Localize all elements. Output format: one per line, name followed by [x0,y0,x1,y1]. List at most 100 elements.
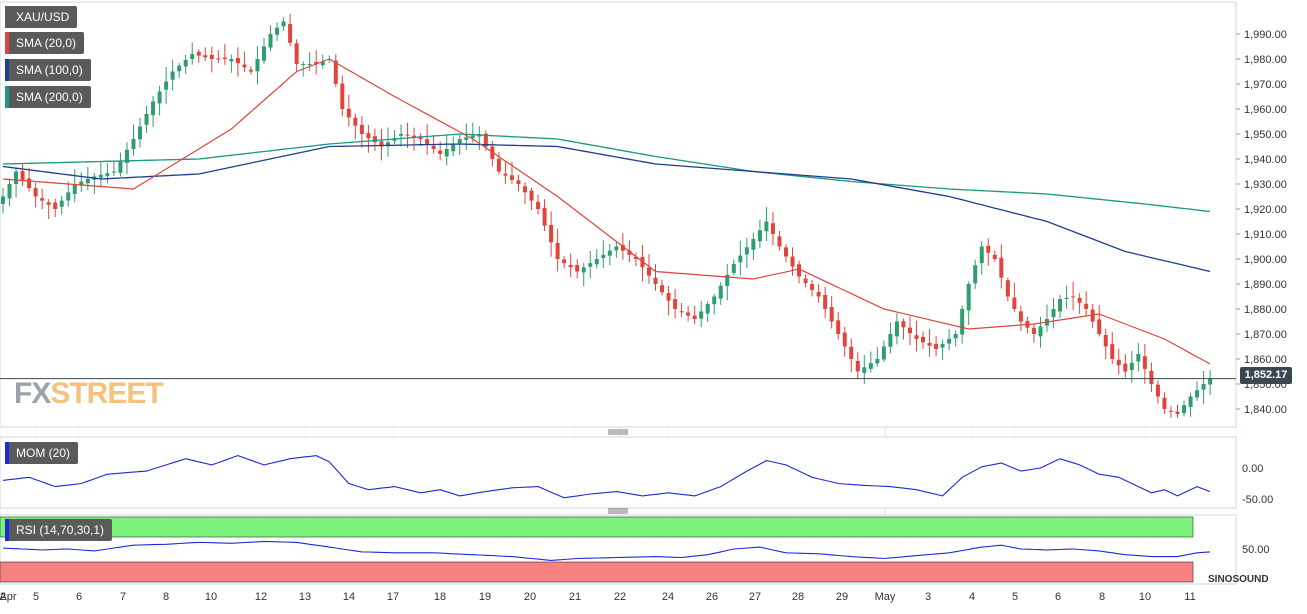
candle-body [1155,384,1160,397]
last-price-tag: 1,852.17 [1240,367,1292,384]
candle-body [803,278,808,284]
candle-body [294,43,299,64]
x-tick-label: May [875,591,896,603]
candle-body [862,367,867,373]
price-tick-label: 1,880.00 [1244,304,1287,316]
candle-body [346,108,351,118]
candle-body [816,291,821,297]
sinosound-logo: SINOSOUND [1208,574,1269,585]
candle-body [372,136,377,143]
candle-body [784,247,788,257]
mom-label[interactable]: MOM (20) [5,442,78,464]
candle-body [66,192,71,201]
candle-body [40,198,45,201]
candle-body [581,267,586,273]
candle-body [1058,299,1063,312]
price-tick-label: 1,870.00 [1244,329,1287,341]
candle-body [516,180,521,184]
candle-body [1195,390,1200,398]
sma100-label[interactable]: SMA (100,0) [5,59,91,81]
candle-body [607,250,612,256]
candle-body [588,263,593,267]
candle-body [1110,344,1115,359]
candle-body [699,311,704,319]
x-tick-label: 19 [479,591,491,603]
symbol-label[interactable]: XAU/USD [5,6,78,28]
candle-body [1116,359,1121,366]
candle-body [229,59,234,62]
price-tick-label: 1,990.00 [1244,29,1287,41]
candle-body [366,133,371,139]
candle-body [320,61,325,66]
candle-body [523,186,527,193]
candle-body [457,139,462,144]
sma200-label[interactable]: SMA (200,0) [5,86,91,108]
price-pane [0,1,1237,428]
candle-body [529,190,534,201]
candle-body [725,274,730,287]
candle-body [33,188,38,197]
candle-body [686,312,691,316]
candle-body [138,126,143,140]
candle-body [757,230,762,242]
candle-body [1182,405,1187,414]
candle-body [275,27,280,35]
candle-body [770,223,775,234]
x-tick-label: 13 [299,591,311,603]
candle-body [868,363,873,369]
candle-body [718,285,723,299]
sma20-label[interactable]: SMA (20,0) [5,32,85,54]
candle-body [268,34,273,48]
candle-body [79,181,84,186]
price-tick-label: 1,920.00 [1244,204,1287,216]
candle-body [20,171,25,180]
x-tick-label: 11 [1184,591,1195,603]
candle-body [85,179,90,184]
candle-body [98,174,103,178]
candle-body [248,69,253,72]
x-tick-label: 29 [836,591,848,603]
x-tick-label: 10 [1139,591,1151,603]
candle-body [575,265,580,272]
candle-body [1,196,5,204]
sma20-line [2,58,1211,365]
candle-body [627,250,632,255]
candle-body [666,293,671,301]
candle-body [1051,309,1056,318]
rsi-label[interactable]: RSI (14,70,30,1) [5,519,113,541]
candle-body [1149,370,1154,384]
candle-body [1103,334,1108,347]
x-tick-label: 6 [1055,591,1061,603]
candle-body [653,277,658,284]
price-tick-label: 1,980.00 [1244,54,1287,66]
candle-body [157,91,162,104]
candle-body [379,141,384,147]
candle-body [823,294,828,309]
candle-body [536,201,541,209]
candle-body [281,21,286,27]
candle-body [731,264,736,273]
price-tick-label: 1,890.00 [1244,279,1287,291]
candle-body [509,175,514,180]
candle-body [431,145,436,149]
sma100-line [2,143,1211,273]
candle-body [353,117,358,126]
candle-body [1064,297,1069,299]
x-tick-label: 12 [255,591,267,603]
candle-body [1097,319,1102,334]
candle-body [1012,297,1017,309]
x-tick-label: Apr [0,591,17,603]
candle-body [72,184,77,194]
x-tick-label: 27 [749,591,761,603]
candle-body [594,259,599,265]
candle-body [973,265,978,284]
candle-body [216,58,221,60]
candle-body [46,202,51,205]
rsi-line [2,540,1211,561]
candle-body [1031,327,1036,334]
candle-body [842,332,847,347]
x-tick-label: 20 [524,591,536,603]
price-tick-label: 1,970.00 [1244,79,1287,91]
